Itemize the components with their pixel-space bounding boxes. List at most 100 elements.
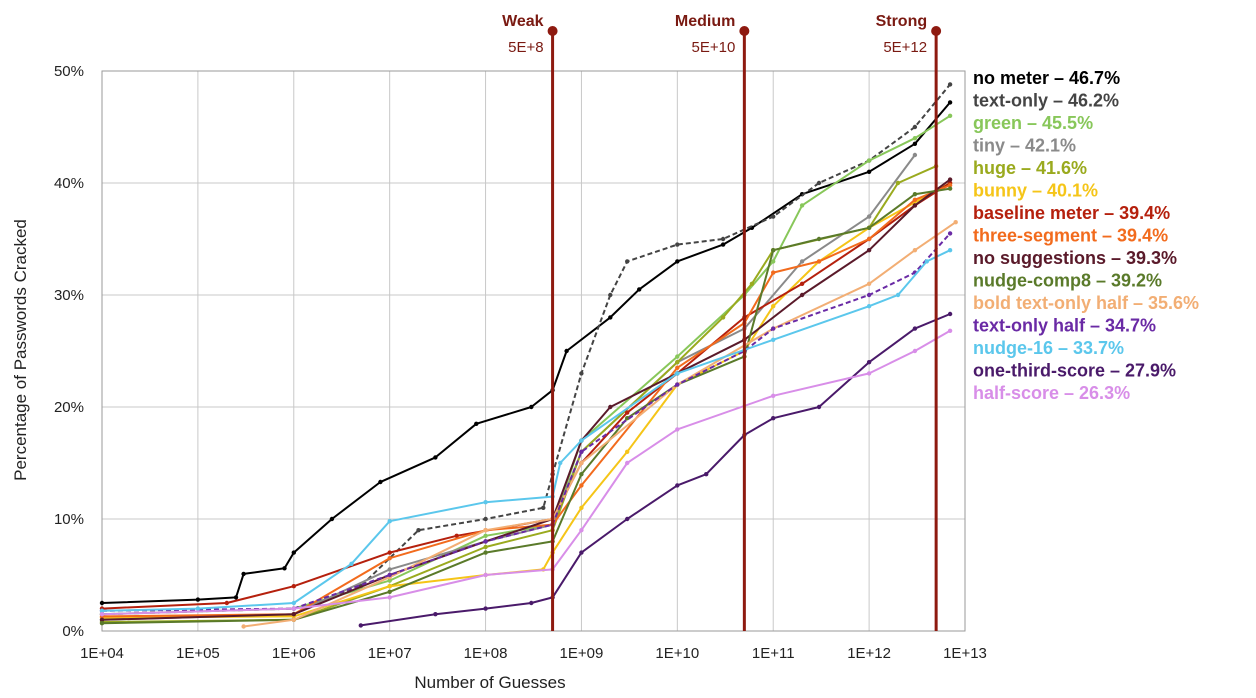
data-point (387, 550, 392, 555)
data-point (866, 225, 872, 230)
data-point (329, 516, 335, 522)
data-point (866, 292, 872, 298)
data-point (625, 449, 630, 454)
data-point (349, 561, 354, 566)
data-point (483, 500, 488, 505)
data-point (816, 180, 822, 186)
data-point (799, 281, 805, 286)
legend-entry: half-score – 26.3% (973, 383, 1130, 403)
data-point (387, 519, 392, 524)
data-point (816, 259, 822, 264)
data-point (282, 566, 287, 571)
x-tick-label: 1E+13 (943, 645, 987, 662)
data-point (483, 516, 488, 522)
data-point (579, 449, 584, 454)
data-point (799, 259, 805, 264)
data-point (579, 550, 584, 555)
data-point (771, 248, 776, 253)
data-point (816, 236, 822, 242)
data-point (579, 460, 584, 466)
data-point (947, 311, 953, 317)
series-line (101, 187, 951, 625)
legend-entry: text-only – 46.2% (973, 91, 1119, 111)
data-point (233, 595, 239, 600)
legend-entry: bunny – 40.1% (973, 181, 1098, 201)
y-tick-label: 10% (54, 511, 84, 528)
data-point (579, 371, 584, 376)
legend-entry: nudge-comp8 – 39.2% (973, 271, 1162, 291)
data-point (608, 404, 613, 410)
data-point (579, 505, 584, 510)
legend-entry: no meter – 46.7% (973, 68, 1120, 88)
legend-entry: green – 45.5% (973, 113, 1093, 133)
data-point (541, 505, 546, 510)
data-point (579, 528, 584, 533)
series-line (101, 101, 951, 604)
data-point (483, 528, 488, 533)
series-line (101, 329, 951, 616)
data-point (675, 354, 680, 359)
data-point (291, 617, 296, 622)
data-point (387, 567, 392, 572)
data-point (799, 203, 805, 208)
threshold-weak: Weak 5E+8 (502, 13, 558, 631)
x-tick-label: 1E+05 (176, 645, 220, 662)
data-point (771, 326, 776, 331)
data-point (99, 617, 105, 622)
data-point (241, 571, 246, 577)
data-point (675, 427, 680, 432)
data-point (720, 242, 726, 247)
legend-entry: tiny – 42.1% (973, 136, 1076, 156)
x-tick-label: 1E+10 (655, 645, 699, 662)
data-point (866, 371, 872, 376)
x-tick-label: 1E+12 (847, 645, 891, 662)
data-point (99, 612, 105, 617)
threshold-value: 5E+10 (692, 39, 736, 56)
x-tick-label: 1E+09 (560, 645, 604, 662)
data-point (195, 597, 201, 602)
data-point (866, 248, 872, 253)
data-point (704, 472, 709, 477)
y-tick-label: 30% (54, 287, 84, 304)
data-point (483, 606, 488, 611)
data-point (291, 550, 296, 555)
data-point (675, 382, 680, 387)
threshold-value: 5E+8 (508, 39, 543, 56)
data-point (291, 606, 296, 611)
data-point (924, 259, 929, 264)
data-point (912, 197, 918, 202)
data-point (675, 371, 680, 376)
data-point (912, 136, 918, 141)
threshold-dot (547, 26, 558, 36)
data-point (529, 404, 534, 410)
data-point (675, 365, 680, 370)
data-point (387, 578, 392, 583)
data-point (720, 236, 726, 242)
data-point (608, 315, 613, 320)
data-point (387, 556, 392, 561)
data-point (947, 177, 953, 182)
data-point (912, 203, 918, 208)
series-no-meter (99, 100, 953, 606)
data-point (799, 292, 805, 298)
threshold-medium: Medium 5E+10 (675, 13, 750, 631)
data-point (378, 479, 383, 485)
data-point (558, 460, 563, 466)
legend-entry: three-segment – 39.4% (973, 226, 1168, 246)
data-point (953, 220, 958, 225)
legend-entry: text-only half – 34.7% (973, 316, 1156, 336)
data-point (947, 82, 953, 87)
data-point (866, 304, 872, 309)
data-point (291, 612, 296, 617)
data-point (895, 180, 901, 186)
series-nudge-16 (99, 248, 953, 613)
data-point (912, 248, 918, 253)
data-point (720, 315, 726, 320)
y-tick-label: 20% (54, 399, 84, 416)
data-point (358, 623, 363, 628)
data-point (947, 248, 953, 253)
threshold-strong: Strong 5E+12 (876, 13, 942, 631)
threshold-dot (739, 26, 750, 36)
data-point (625, 259, 630, 264)
